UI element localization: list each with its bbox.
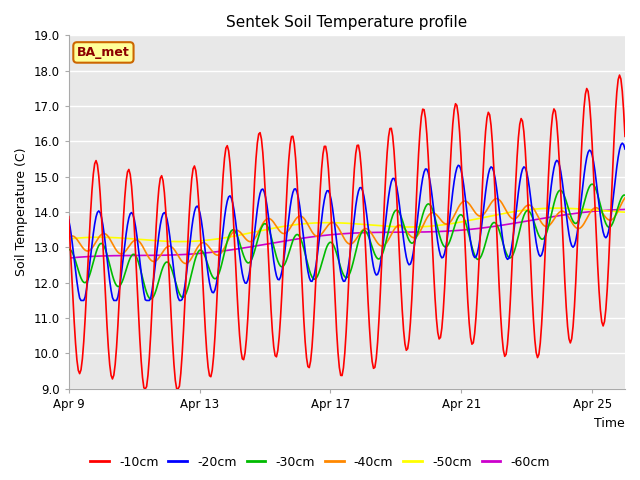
Text: Time: Time (595, 417, 625, 430)
Text: BA_met: BA_met (77, 46, 130, 59)
Y-axis label: Soil Temperature (C): Soil Temperature (C) (15, 148, 28, 276)
Legend: -10cm, -20cm, -30cm, -40cm, -50cm, -60cm: -10cm, -20cm, -30cm, -40cm, -50cm, -60cm (85, 451, 555, 474)
Title: Sentek Soil Temperature profile: Sentek Soil Temperature profile (226, 15, 467, 30)
